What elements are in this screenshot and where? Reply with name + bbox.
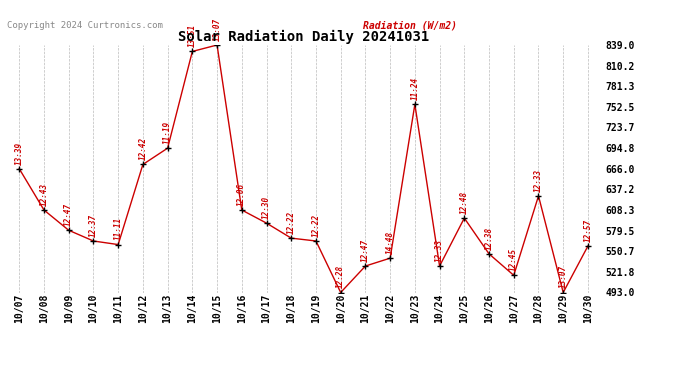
Text: 12:28: 12:28	[336, 265, 345, 288]
Text: 12:57: 12:57	[584, 219, 593, 242]
Text: 11:24: 11:24	[411, 77, 420, 100]
Text: 12:43: 12:43	[39, 183, 48, 206]
Text: 11:11: 11:11	[114, 217, 123, 240]
Text: 13:51: 13:51	[188, 24, 197, 47]
Text: 12:37: 12:37	[89, 214, 98, 237]
Text: Radiation (W/m2): Radiation (W/m2)	[363, 20, 457, 30]
Text: Copyright 2024 Curtronics.com: Copyright 2024 Curtronics.com	[7, 21, 163, 30]
Text: 13:39: 13:39	[14, 141, 23, 165]
Title: Solar Radiation Daily 20241031: Solar Radiation Daily 20241031	[178, 30, 429, 44]
Text: 12:30: 12:30	[262, 196, 271, 219]
Text: 12:48: 12:48	[460, 191, 469, 214]
Text: 12:06: 12:06	[237, 183, 246, 206]
Text: 12:22: 12:22	[311, 214, 320, 237]
Text: 12:22: 12:22	[287, 211, 296, 234]
Text: 12:47: 12:47	[361, 239, 370, 262]
Text: 12:38: 12:38	[484, 226, 493, 250]
Text: 12:47: 12:47	[64, 203, 73, 226]
Text: 12:33: 12:33	[534, 169, 543, 192]
Text: 12:33: 12:33	[435, 239, 444, 262]
Text: 12:42: 12:42	[139, 137, 148, 160]
Text: 11:19: 11:19	[163, 121, 172, 144]
Text: 14:48: 14:48	[386, 231, 395, 254]
Text: 13:07: 13:07	[559, 265, 568, 288]
Text: 12:45: 12:45	[509, 248, 518, 271]
Text: 13:07: 13:07	[213, 18, 221, 41]
